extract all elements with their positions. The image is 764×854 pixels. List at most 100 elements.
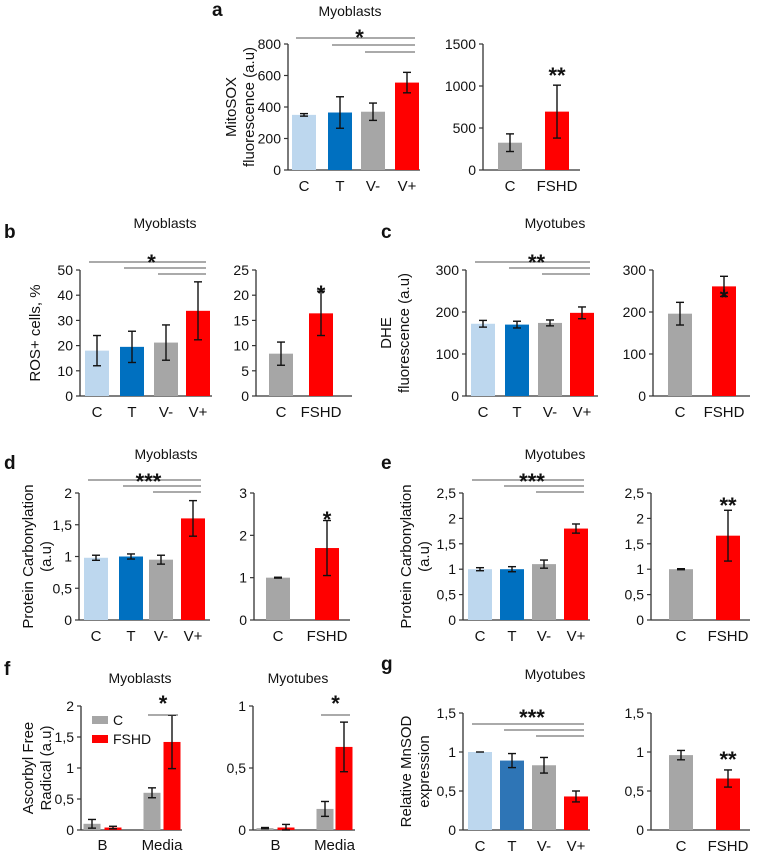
panel-letter: d <box>4 453 16 474</box>
y-axis-label: DHE <box>378 317 395 349</box>
chart-e-right: 0 0,5 1 1,5 2 2,5 C FSHD ** <box>625 485 750 645</box>
y-tick-label: 2,5 <box>437 485 457 501</box>
bar-vplus <box>564 528 588 620</box>
chart-c-left: c Myotubes DHE fluorescence (a.u) 0 100 200 300… <box>378 215 598 421</box>
y-tick-label: 1 <box>239 570 247 586</box>
y-axis-label: Protein Carbonylation <box>20 484 37 628</box>
bar-t <box>119 556 143 620</box>
y-tick-label: 0 <box>448 612 456 628</box>
panel-letter: f <box>4 659 11 680</box>
bar-vminus <box>532 564 556 620</box>
y-tick-label: 1 <box>448 561 456 577</box>
bar-c <box>84 557 108 620</box>
bar-c <box>471 323 495 396</box>
y-tick-label: 1,5 <box>625 705 645 721</box>
significance-marker: * <box>720 285 729 310</box>
x-tick-label: T <box>512 404 521 421</box>
x-tick-label: V+ <box>567 838 586 854</box>
panel-title: Myoblasts <box>134 446 197 462</box>
bar-c <box>668 313 692 396</box>
x-tick-label: FSHD <box>307 628 348 645</box>
significance-marker: *** <box>136 469 162 494</box>
significance-marker: * <box>317 281 326 306</box>
x-tick-label: C <box>478 404 489 421</box>
x-tick-label: FSHD <box>704 404 745 421</box>
chart-a-right: 0 500 1000 1500 C FSHD ** <box>445 36 580 195</box>
y-tick-label: 0 <box>64 612 72 628</box>
panel-title: Myotubes <box>525 446 586 462</box>
panel-letter: a <box>212 0 223 21</box>
y-axis-label: Radical (a.u) <box>38 725 55 810</box>
y-tick-label: 0,5 <box>53 580 73 596</box>
y-tick-label: 2 <box>448 510 456 526</box>
x-tick-label: C <box>475 838 486 854</box>
y-tick-label: 30 <box>57 312 73 328</box>
significance-marker: * <box>355 25 364 50</box>
y-tick-label: 200 <box>623 304 647 320</box>
y-tick-label: 300 <box>623 262 647 278</box>
y-tick-label: 2 <box>636 510 644 526</box>
y-axis-label: ROS+ cells, % <box>27 284 44 381</box>
chart-b-right: 0 5 10 15 20 25 C FSHD * <box>233 262 352 421</box>
bar-c <box>468 752 492 830</box>
bar-c-media <box>316 808 334 830</box>
y-axis-label: Ascorbyl Free <box>20 722 37 815</box>
y-tick-label: 0,5 <box>55 791 75 807</box>
y-tick-label: 2 <box>66 698 74 714</box>
x-tick-label: V+ <box>398 178 417 195</box>
chart-f-left: f Myoblasts Ascorbyl Free Radical (a.u) 0 0,5… <box>4 659 183 854</box>
significance-marker: ** <box>719 747 737 772</box>
y-tick-label: 5 <box>241 363 249 379</box>
panel-title: Myoblasts <box>133 215 196 231</box>
bar-c-media <box>143 792 161 830</box>
significance-marker: * <box>331 691 340 716</box>
chart-c-right: 0 100 200 300 C FSHD * <box>623 262 750 421</box>
y-tick-label: 1,5 <box>625 536 645 552</box>
x-tick-label: T <box>507 628 516 645</box>
y-tick-label: 10 <box>233 338 249 354</box>
y-axis-label: expression <box>416 735 433 808</box>
x-tick-label: C <box>276 404 287 421</box>
y-tick-label: 0 <box>238 822 246 838</box>
y-tick-label: 200 <box>436 304 460 320</box>
y-tick-label: 40 <box>57 287 73 303</box>
bar-vplus <box>570 312 594 396</box>
x-tick-label: B <box>97 837 107 854</box>
y-tick-label: 1 <box>636 744 644 760</box>
significance-marker: *** <box>519 705 545 730</box>
x-tick-label: V+ <box>567 628 586 645</box>
y-tick-label: 50 <box>57 262 73 278</box>
legend-label: C <box>113 712 123 728</box>
y-tick-label: 200 <box>258 131 282 147</box>
y-tick-label: 0,5 <box>227 760 247 776</box>
bar-t <box>500 760 524 830</box>
bar-vminus <box>538 322 562 396</box>
x-tick-label: V+ <box>184 628 203 645</box>
y-tick-label: 0,5 <box>625 587 645 603</box>
y-axis-label: (a.u) <box>38 541 55 572</box>
x-tick-label: V- <box>537 628 551 645</box>
panel-letter: b <box>4 222 16 243</box>
x-tick-label: FSHD <box>708 628 749 645</box>
y-tick-label: 0 <box>451 388 459 404</box>
y-tick-label: 20 <box>233 287 249 303</box>
significance-marker: ** <box>528 250 546 275</box>
bar-fshd-media <box>335 746 353 830</box>
y-tick-label: 0 <box>241 388 249 404</box>
x-tick-label: V- <box>543 404 557 421</box>
y-tick-label: 0 <box>273 162 281 178</box>
panel-title: Myotubes <box>525 215 586 231</box>
significance-marker: * <box>159 691 168 716</box>
y-axis-label: MitoSOX <box>223 77 240 137</box>
y-tick-label: 600 <box>258 68 282 84</box>
y-axis-label: (a.u) <box>416 541 433 572</box>
y-tick-label: 400 <box>258 99 282 115</box>
y-tick-label: 0 <box>448 822 456 838</box>
bar-c <box>266 577 290 620</box>
x-tick-label: FSHD <box>708 838 749 854</box>
panel-title: Myoblasts <box>108 670 171 686</box>
x-tick-label: V- <box>537 838 551 854</box>
y-tick-label: 3 <box>239 485 247 501</box>
legend-swatch-c <box>92 716 108 724</box>
x-tick-label: V+ <box>573 404 592 421</box>
